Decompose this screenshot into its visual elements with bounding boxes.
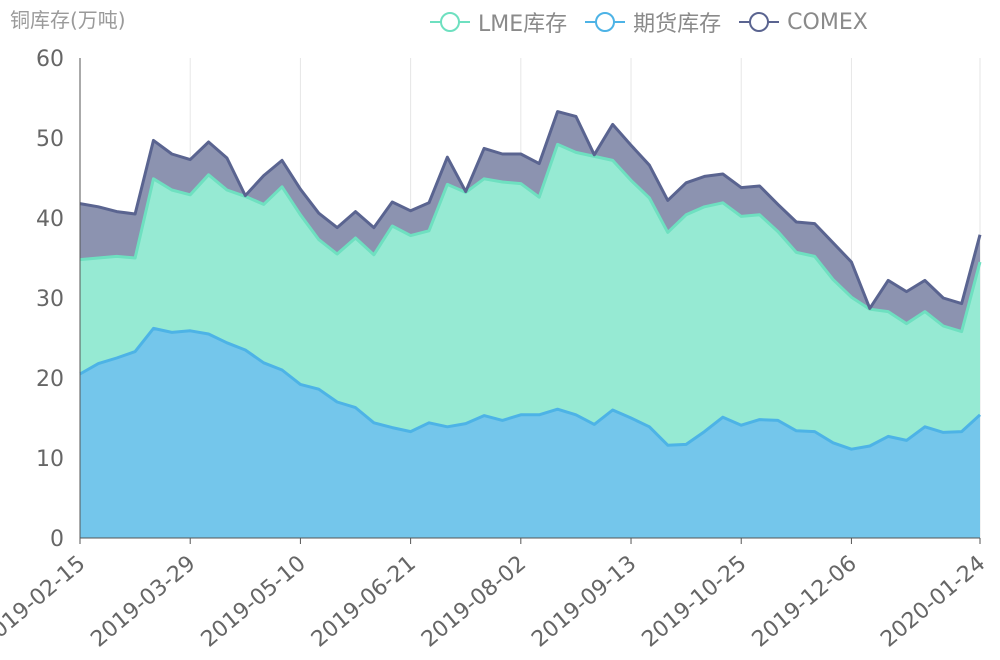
area-series — [79, 110, 982, 538]
y-tick-label: 10 — [36, 447, 64, 472]
x-axis: 2019-02-152019-03-292019-05-102019-06-21… — [0, 537, 990, 652]
legend-futures-label: 期货库存 — [633, 12, 722, 37]
y-tick-label: 30 — [36, 287, 64, 312]
area-fill-series-1 — [80, 144, 980, 450]
legend-futures-icon — [585, 11, 626, 33]
y-axis: 0 10 20 30 40 50 60 — [36, 47, 81, 552]
y-axis-title: 铜库存(万吨) — [10, 8, 126, 32]
x-tick-label: 2019-05-10 — [197, 551, 311, 652]
x-tick-label: 2019-06-21 — [307, 551, 421, 652]
area-fill-series-0 — [80, 328, 980, 538]
series-line-1 — [79, 142, 982, 334]
area-fill-series-2 — [80, 111, 980, 332]
x-tick-label: 2019-08-02 — [417, 551, 531, 652]
legend-lme-label: LME库存 — [478, 12, 568, 37]
legend-comex-icon — [739, 11, 780, 33]
y-tick-label: 60 — [36, 47, 64, 72]
x-tick-label: 2019-03-29 — [86, 551, 200, 652]
y-tick-label: 40 — [36, 207, 64, 232]
legend-item-futures[interactable]: 期货库存 — [585, 6, 721, 38]
legend-lme-icon — [430, 11, 470, 33]
y-tick-label: 0 — [50, 527, 64, 552]
x-tick-label: 2020-01-24 — [876, 551, 990, 652]
legend-comex-label: COMEX — [787, 9, 868, 35]
legend-item-comex[interactable]: COMEX — [739, 10, 868, 35]
series-line-2 — [79, 110, 982, 310]
x-tick-label: 2019-02-15 — [0, 551, 90, 652]
y-tick-label: 20 — [36, 367, 64, 392]
series-line-0 — [79, 326, 982, 451]
x-tick-label: 2019-09-13 — [527, 551, 641, 652]
y-tick-label: 50 — [36, 127, 64, 152]
legend-item-lme[interactable]: LME库存 — [430, 6, 567, 38]
x-tick-label: 2019-10-25 — [637, 551, 751, 652]
legend: LME库存 期货库存 COMEX — [430, 6, 868, 38]
x-tick-label: 2019-12-06 — [748, 551, 862, 652]
